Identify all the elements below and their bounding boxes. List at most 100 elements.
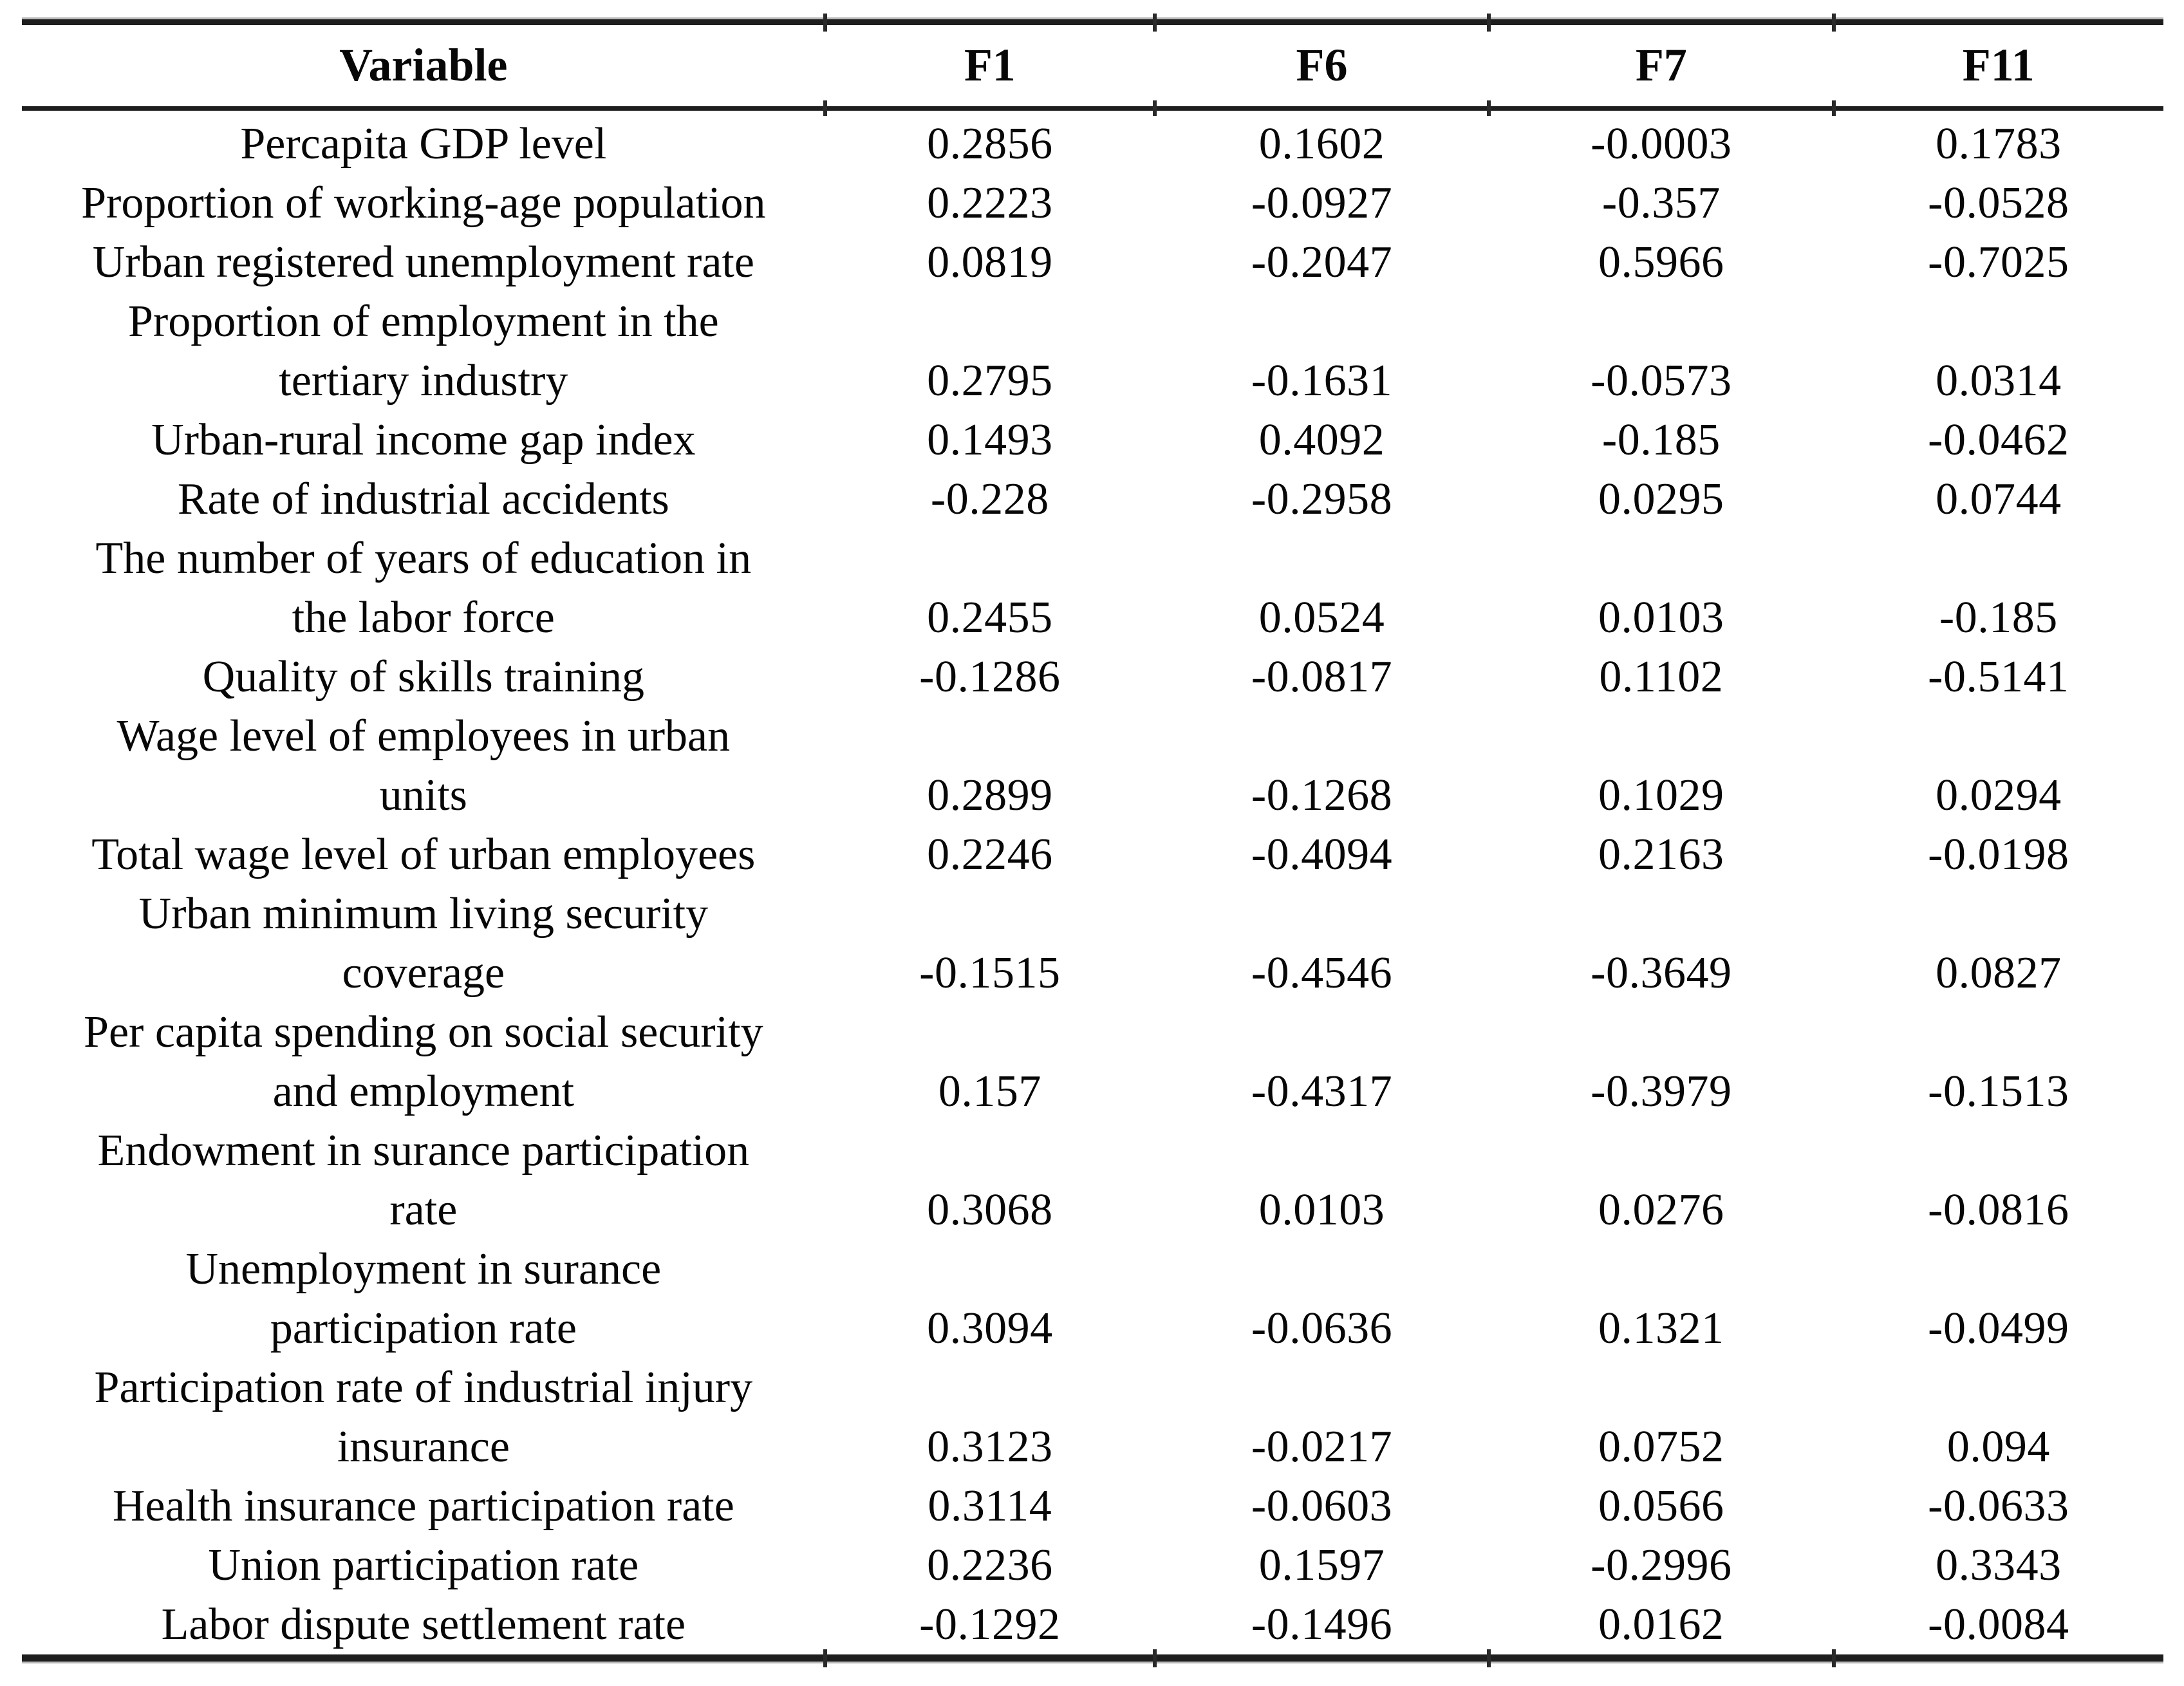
column-header-f1: F1: [823, 25, 1155, 116]
table-bottom-rule: [22, 1649, 2163, 1667]
f1-value-cell: 0.2246: [927, 830, 1053, 879]
f11-value-cell: -0.1513: [1928, 1067, 2069, 1116]
column-divider-tick: [823, 1649, 827, 1667]
f11-value-cell: -0.0633: [1928, 1481, 2069, 1531]
f6-value-cell: -0.2047: [1251, 238, 1393, 287]
f1-value-cell: 0.2236: [927, 1541, 1053, 1590]
f1-value-cell: -0.228: [930, 474, 1049, 524]
f6-value-cell: -0.4546: [1251, 948, 1393, 998]
column-header-f11: F11: [1831, 25, 2163, 116]
f7-value-cell: 0.2163: [1598, 830, 1724, 879]
column-divider-tick: [1831, 13, 1836, 32]
f7-value-cell: 0.0276: [1598, 1185, 1724, 1235]
f11-value-cell: -0.0816: [1928, 1185, 2069, 1235]
f11-value-cell: 0.3343: [1936, 1541, 2062, 1590]
variable-name-cell: Proportion of employment in the tertiary…: [127, 297, 719, 406]
f7-value-cell: -0.2996: [1591, 1541, 1732, 1590]
f6-value-cell: -0.4317: [1251, 1067, 1393, 1116]
variable-name-cell: Unemployment in surance participation ra…: [185, 1244, 662, 1353]
f7-value-cell: 0.0162: [1598, 1600, 1724, 1649]
column-header-variable: Variable: [22, 25, 825, 111]
header-row: Variable F1 F6 F7 F11: [22, 25, 2163, 116]
f6-value-cell: -0.0636: [1251, 1304, 1393, 1353]
f6-value-cell: -0.0817: [1251, 652, 1393, 702]
table-row: Labor dispute settlement rate -0.1292 -0…: [22, 1595, 2163, 1654]
f6-value-cell: -0.1268: [1251, 771, 1393, 820]
variable-name-cell: Rate of industrial accidents: [177, 474, 669, 524]
f7-value-cell: -0.357: [1601, 178, 1721, 228]
variable-name-cell: Labor dispute settlement rate: [161, 1600, 686, 1649]
table-row: Rate of industrial accidents -0.228 -0.2…: [22, 470, 2163, 529]
variable-name-cell: Health insurance participation rate: [112, 1481, 734, 1531]
table-row: Per capita spending on social security a…: [22, 1003, 2163, 1121]
f1-value-cell: 0.3123: [927, 1422, 1053, 1472]
variable-name-cell: Urban registered unemployment rate: [92, 238, 754, 287]
f6-value-cell: -0.0217: [1251, 1422, 1393, 1472]
table-row: Total wage level of urban employees 0.22…: [22, 825, 2163, 885]
column-divider-tick: [1831, 1649, 1836, 1667]
f11-value-cell: -0.0528: [1928, 178, 2069, 228]
f6-value-cell: -0.0603: [1251, 1481, 1393, 1531]
f11-value-cell: 0.0827: [1936, 948, 2062, 998]
f6-value-cell: 0.1597: [1258, 1541, 1385, 1590]
table-row: Urban-rural income gap index 0.1493 0.40…: [22, 411, 2163, 470]
f1-value-cell: 0.2795: [927, 356, 1053, 406]
f6-value-cell: 0.1602: [1258, 119, 1385, 169]
variable-name-cell: Proportion of working-age population: [81, 178, 766, 228]
variable-name-cell: Urban-rural income gap index: [151, 415, 696, 465]
f7-value-cell: -0.3649: [1591, 948, 1732, 998]
f1-value-cell: 0.3068: [927, 1185, 1053, 1235]
variable-name-cell: Union participation rate: [208, 1541, 639, 1590]
f1-value-cell: 0.1493: [927, 415, 1053, 465]
table-row: Union participation rate 0.2236 0.1597 -…: [22, 1536, 2163, 1595]
f1-value-cell: 0.3094: [927, 1304, 1053, 1353]
f1-value-cell: 0.2455: [927, 593, 1053, 642]
f11-value-cell: -0.0462: [1928, 415, 2069, 465]
variable-name-cell: Wage level of employees in urban units: [117, 711, 731, 820]
variable-name-cell: Per capita spending on social security a…: [84, 1007, 763, 1116]
column-divider-tick: [1152, 1649, 1157, 1667]
f7-value-cell: 0.0566: [1598, 1481, 1724, 1531]
column-divider-tick: [1152, 13, 1157, 32]
table-row: Urban minimum living security coverage -…: [22, 885, 2163, 1003]
column-header-f7: F7: [1486, 25, 1834, 116]
table-row: Proportion of working-age population 0.2…: [22, 174, 2163, 233]
table-row: Quality of skills training -0.1286 -0.08…: [22, 648, 2163, 707]
table-top-rule: [22, 13, 2163, 32]
f6-value-cell: 0.0103: [1258, 1185, 1385, 1235]
factor-loadings-table: Variable F1 F6 F7 F11 Percapita GDP leve…: [22, 25, 2163, 1654]
f1-value-cell: 0.157: [938, 1067, 1041, 1116]
f7-value-cell: -0.0003: [1591, 119, 1732, 169]
f11-value-cell: 0.094: [1946, 1422, 2050, 1472]
f1-value-cell: 0.3114: [928, 1481, 1052, 1531]
table-row: Unemployment in surance participation ra…: [22, 1240, 2163, 1358]
table-row: Endowment in surance participation rate …: [22, 1121, 2163, 1240]
f1-value-cell: -0.1515: [919, 948, 1061, 998]
f6-value-cell: -0.0927: [1251, 178, 1393, 228]
variable-name-cell: Endowment in surance participation rate: [97, 1126, 750, 1235]
f6-value-cell: 0.4092: [1258, 415, 1385, 465]
f7-value-cell: 0.0295: [1598, 474, 1724, 524]
f11-value-cell: -0.0198: [1928, 830, 2069, 879]
table-row: Urban registered unemployment rate 0.081…: [22, 233, 2163, 292]
f11-value-cell: -0.5141: [1928, 652, 2069, 702]
f6-value-cell: 0.0524: [1258, 593, 1385, 642]
f1-value-cell: 0.2223: [927, 178, 1053, 228]
table-row: Proportion of employment in the tertiary…: [22, 292, 2163, 411]
f6-value-cell: -0.1631: [1251, 356, 1393, 406]
column-divider-tick: [823, 13, 827, 32]
f7-value-cell: 0.0103: [1598, 593, 1724, 642]
f7-value-cell: -0.0573: [1591, 356, 1732, 406]
f11-value-cell: -0.185: [1939, 593, 2058, 642]
f1-value-cell: -0.1286: [919, 652, 1061, 702]
f1-value-cell: 0.0819: [927, 238, 1053, 287]
variable-name-cell: Urban minimum living security coverage: [138, 889, 709, 998]
table-row: Participation rate of industrial injury …: [22, 1358, 2163, 1477]
variable-name-cell: Percapita GDP level: [240, 119, 607, 169]
f11-value-cell: 0.0744: [1936, 474, 2062, 524]
f1-value-cell: -0.1292: [919, 1600, 1061, 1649]
f6-value-cell: -0.2958: [1251, 474, 1393, 524]
variable-name-cell: The number of years of education in the …: [95, 534, 752, 642]
f11-value-cell: 0.0314: [1936, 356, 2062, 406]
